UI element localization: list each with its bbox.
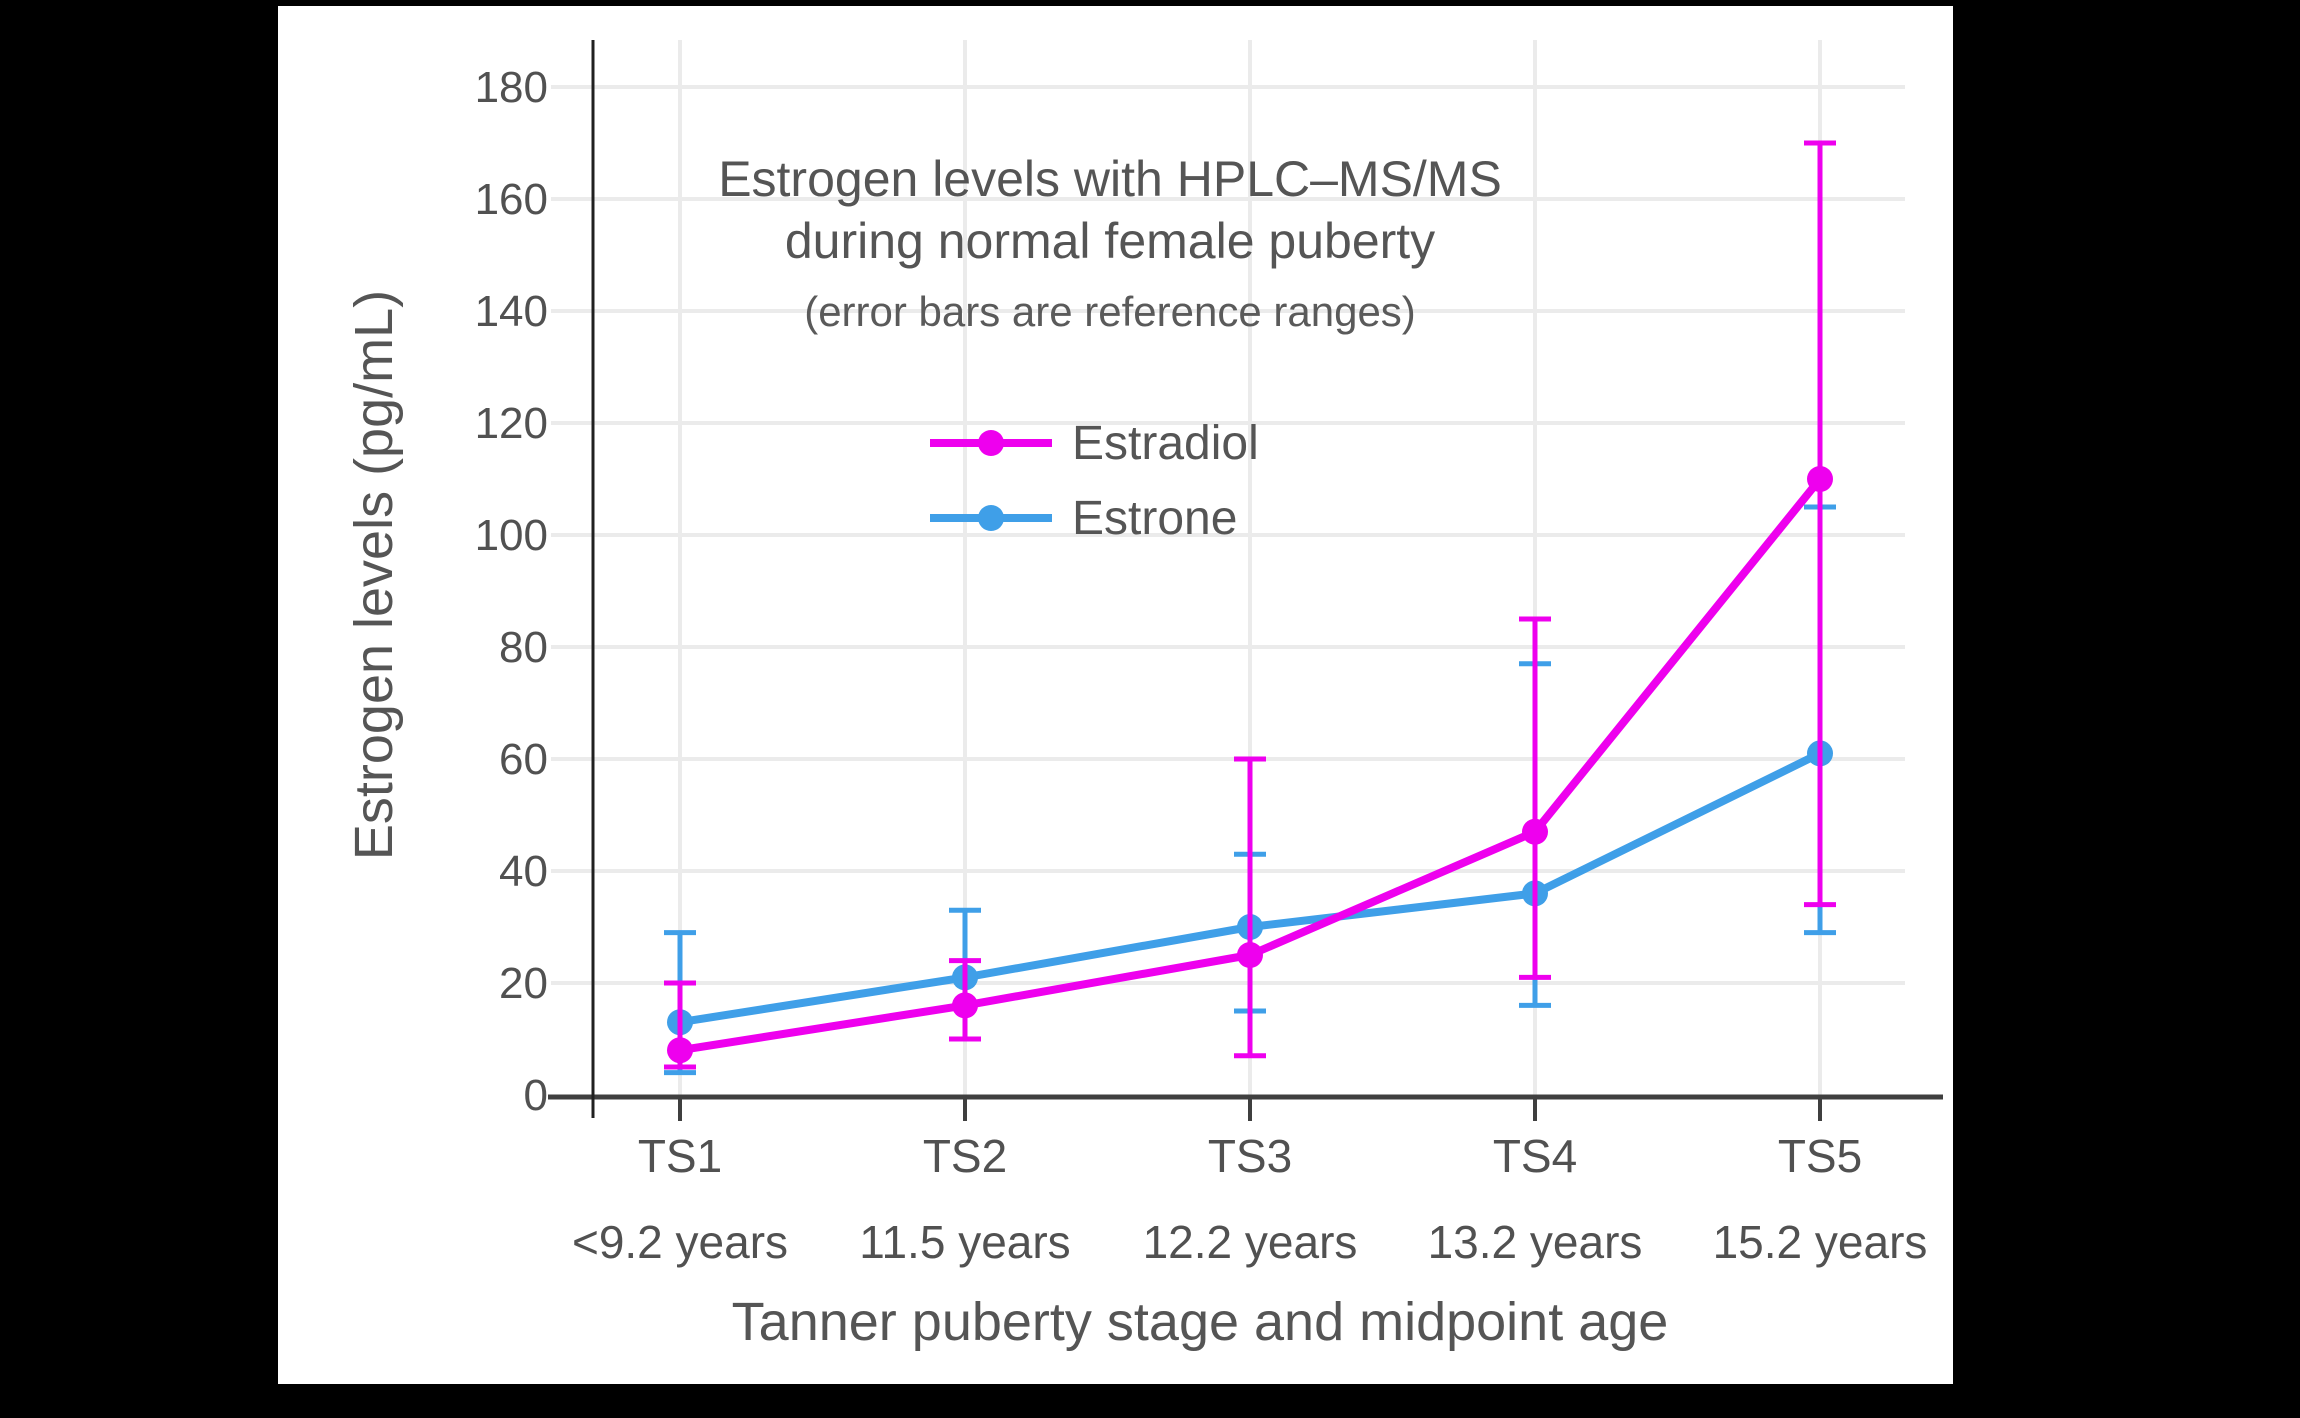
y-tick-label: 160 xyxy=(475,175,548,224)
legend: Estradiol Estrone xyxy=(930,417,1259,545)
y-tick-label: 20 xyxy=(499,959,548,1008)
x-age-label: 12.2 years xyxy=(1143,1216,1358,1268)
x-age-label: 11.5 years xyxy=(859,1216,1070,1268)
x-age-label: 15.2 years xyxy=(1713,1216,1928,1268)
chart-title-line2: during normal female puberty xyxy=(785,213,1435,269)
chart-subtitle: (error bars are reference ranges) xyxy=(804,288,1416,335)
data-point-estradiol xyxy=(1522,818,1548,845)
x-age-label: <9.2 years xyxy=(572,1216,788,1268)
data-point-estradiol xyxy=(1237,942,1263,968)
y-tick-label: 80 xyxy=(499,623,548,672)
y-tick-label: 180 xyxy=(475,63,548,112)
legend-label-estrone: Estrone xyxy=(1072,492,1237,545)
x-tick-label: TS2 xyxy=(923,1130,1007,1182)
chart-panel xyxy=(278,6,1953,1384)
x-tick-label: TS5 xyxy=(1778,1130,1862,1182)
legend-label-estradiol: Estradiol xyxy=(1072,417,1259,470)
data-point-estradiol xyxy=(667,1037,693,1064)
legend-marker-estradiol xyxy=(978,430,1004,456)
y-tick-label: 40 xyxy=(499,847,548,896)
x-age-label: 13.2 years xyxy=(1428,1216,1643,1268)
y-axis-title: Estrogen levels (pg/mL) xyxy=(344,290,404,860)
data-point-estradiol xyxy=(952,992,978,1019)
y-tick-label: 120 xyxy=(475,399,548,448)
y-tick-label: 100 xyxy=(475,511,548,560)
plot-area: 0 20 40 60 80 100 120 140 160 180 TS1 TS2 TS3 TS4 TS5 <… xyxy=(475,40,1943,1268)
x-tick-label: TS1 xyxy=(638,1130,722,1182)
x-tick-label: TS3 xyxy=(1208,1130,1292,1182)
chart-title-line1: Estrogen levels with HPLC–MS/MS xyxy=(718,151,1502,207)
legend-marker-estrone xyxy=(978,505,1004,531)
x-axis-title: Tanner puberty stage and midpoint age xyxy=(732,1292,1669,1352)
x-tick-label: TS4 xyxy=(1493,1130,1577,1182)
legend-item-estradiol: Estradiol xyxy=(930,417,1259,470)
data-point-estradiol xyxy=(1807,466,1833,492)
y-tick-label: 60 xyxy=(499,735,548,784)
legend-item-estrone: Estrone xyxy=(930,492,1237,545)
y-tick-label: 140 xyxy=(475,287,548,336)
y-tick-label: 0 xyxy=(524,1071,548,1120)
